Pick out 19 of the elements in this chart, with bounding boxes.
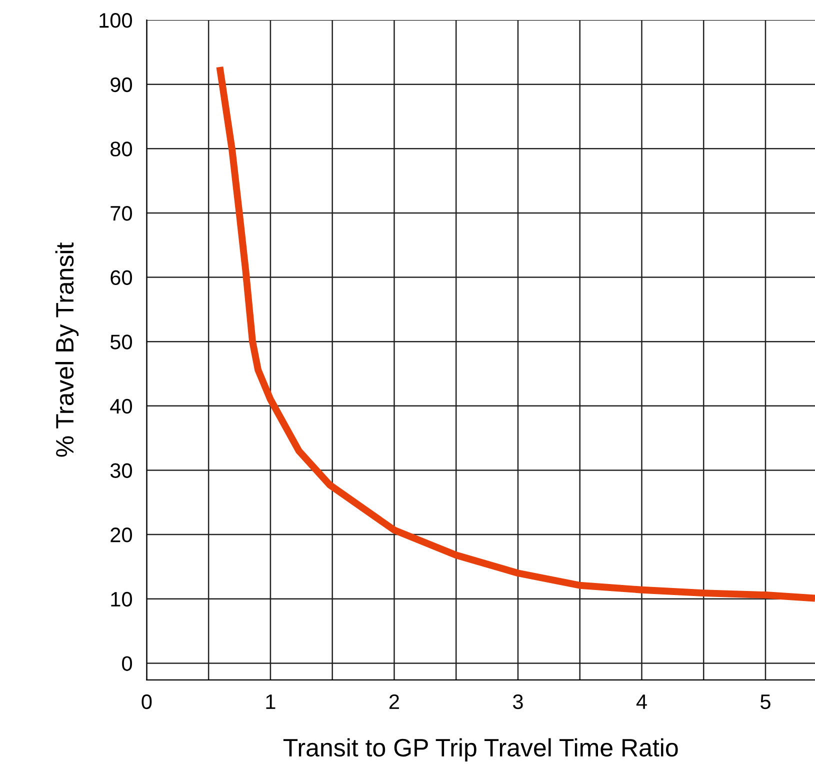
- y-tick-label: 10: [111, 592, 132, 607]
- y-tick-label: 70: [110, 206, 132, 221]
- x-axis-title: Transit to GP Trip Travel Time Ratio: [283, 738, 678, 762]
- y-tick-label: 20: [110, 528, 132, 542]
- x-tick-label: 2: [389, 694, 399, 709]
- y-tick-label: 40: [110, 398, 132, 414]
- x-tick-label: 4: [636, 694, 647, 709]
- y-tick-label: 0: [122, 656, 132, 671]
- y-tick-label: 80: [110, 142, 132, 156]
- x-tick-label: 1: [266, 694, 276, 709]
- y-tick-label: 100: [100, 13, 132, 28]
- y-axis-title: % Travel By Transit: [55, 242, 79, 457]
- x-tick-label: 0: [142, 694, 152, 710]
- y-tick-label: 60: [110, 270, 132, 286]
- x-tick-label: 5: [760, 694, 770, 710]
- y-tick-label: 90: [110, 77, 132, 92]
- x-tick-label: 3: [512, 694, 523, 710]
- y-tick-label: 50: [110, 334, 132, 350]
- y-tick-label: 30: [110, 463, 132, 478]
